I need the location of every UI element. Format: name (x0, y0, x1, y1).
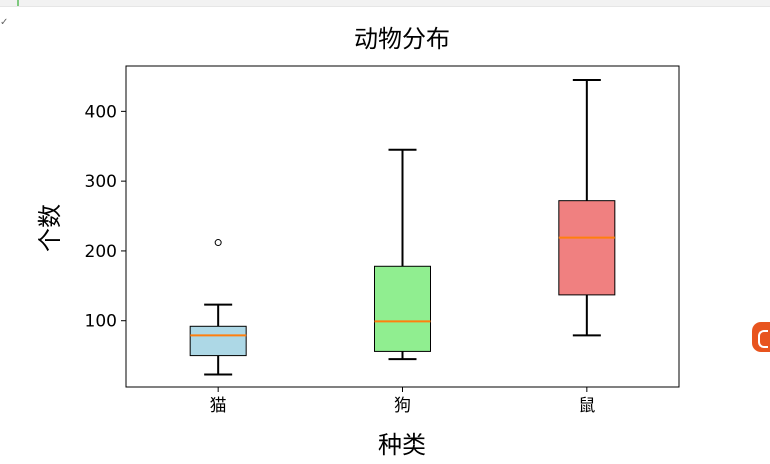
x-tick-label: 狗 (394, 396, 411, 416)
top-toolbar-strip (0, 0, 770, 7)
box-series (189, 78, 616, 376)
y-tick-label: 300 (85, 172, 117, 192)
x-axis-label: 种类 (378, 431, 426, 459)
y-tick-label: 200 (85, 242, 117, 262)
x-axis-ticks: 猫狗鼠 (210, 387, 595, 416)
cell-marker (17, 0, 19, 6)
iqr-box (189, 325, 247, 357)
box-group (189, 239, 247, 376)
iqr-box (558, 200, 616, 296)
outlier-point (214, 239, 222, 247)
y-tick-label: 100 (85, 312, 117, 332)
html5-icon[interactable] (752, 322, 770, 352)
box-group (558, 78, 616, 337)
collapse-check-icon[interactable]: ✓ (0, 17, 9, 28)
x-tick-label: 鼠 (578, 396, 595, 416)
y-tick-label: 400 (85, 102, 117, 122)
x-tick-label: 猫 (210, 396, 227, 416)
iqr-box (374, 265, 431, 352)
chart-title: 动物分布 (354, 25, 450, 53)
y-axis-label: 个数 (36, 204, 64, 252)
y-axis-ticks: 100 200 300 400 (85, 102, 126, 332)
box-group (374, 148, 431, 361)
